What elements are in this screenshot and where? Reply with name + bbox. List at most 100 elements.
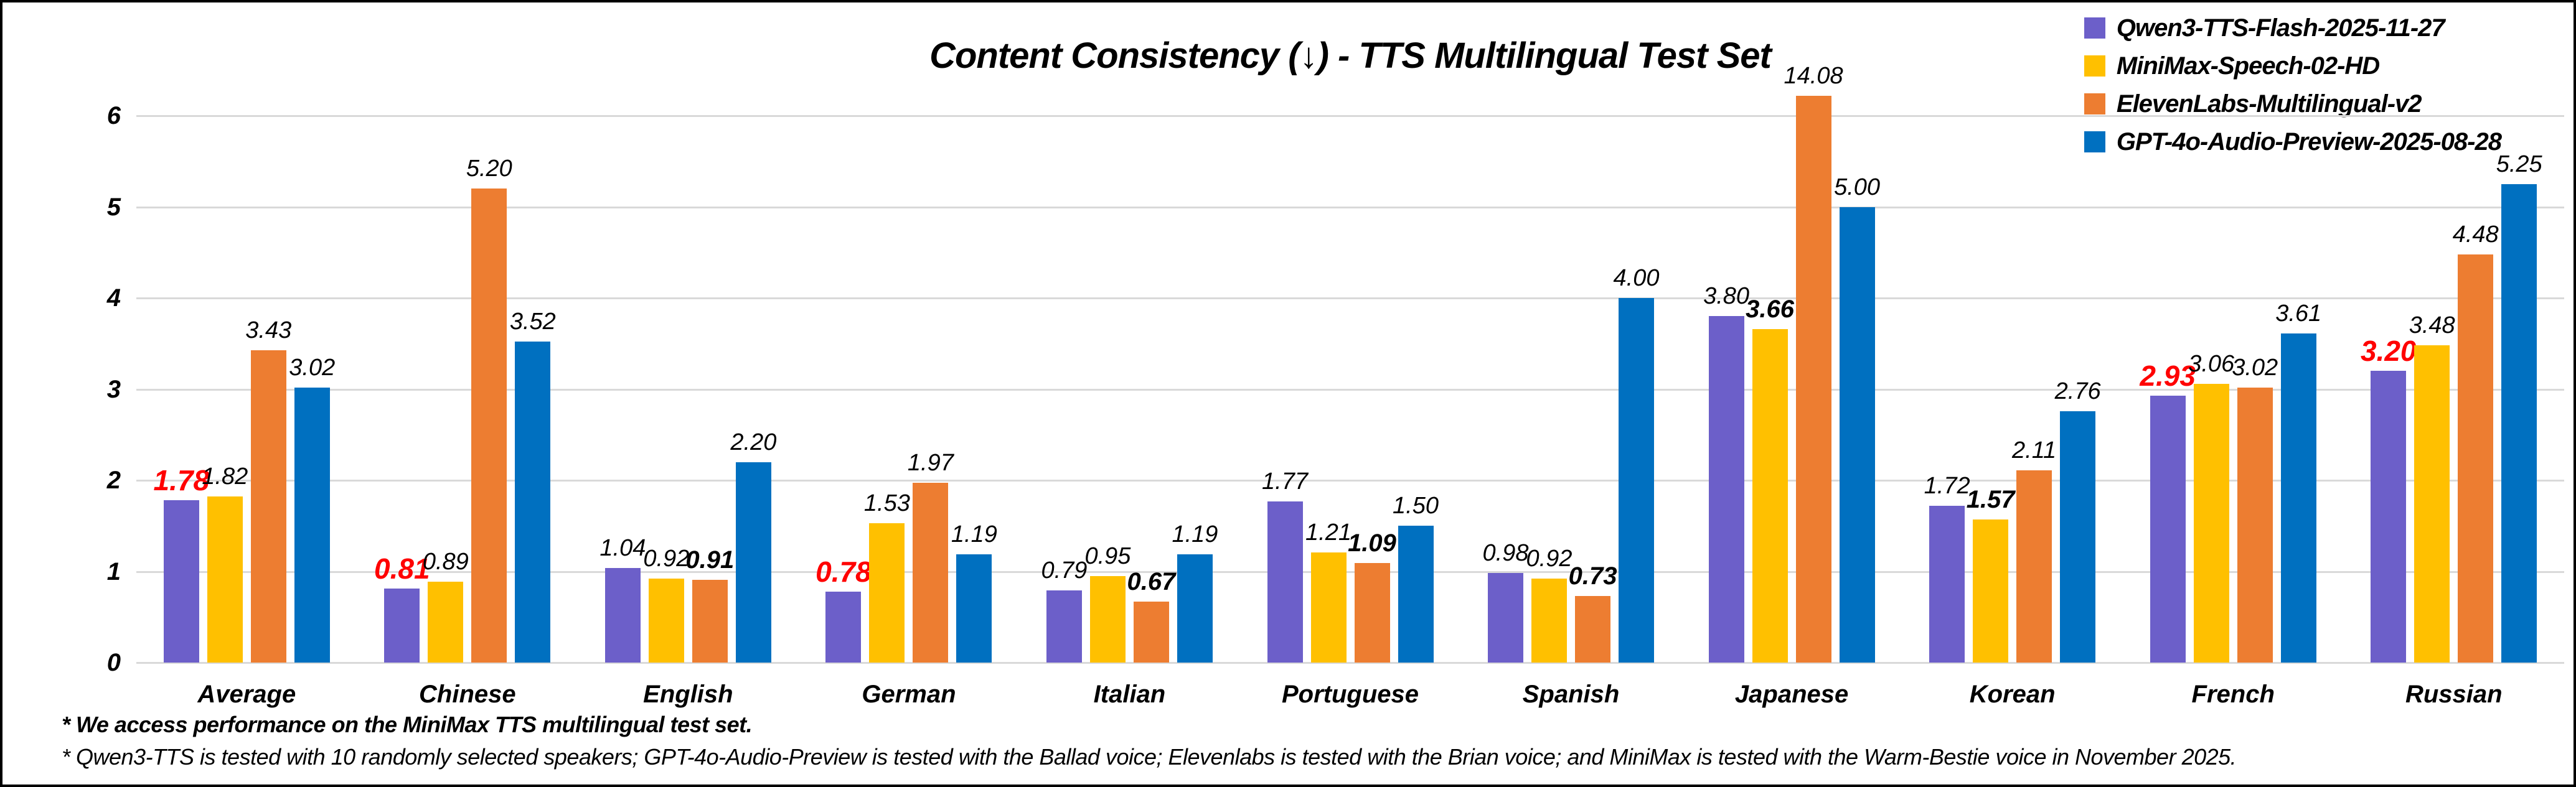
bar-ElevenLabs-Multilingual-v2-Chinese	[471, 189, 507, 663]
bar-value-label: 0.79	[1041, 557, 1088, 584]
bar-GPT-4o-Audio-Preview-2025-08-28-French	[2280, 333, 2316, 663]
bar-MiniMax-Speech-02-HD-Spanish	[1531, 579, 1568, 663]
bar-value-label: 3.48	[2409, 312, 2455, 339]
bar-ElevenLabs-Multilingual-v2-Russian	[2458, 254, 2494, 663]
legend-label: Qwen3-TTS-Flash-2025-11-27	[2116, 14, 2445, 42]
plot-area: 1.78 1.82 3.43 3.02 0.81 0.89 5.20 3.52 1.04 0.92…	[136, 63, 2564, 664]
bar-value-label: 5.00	[1834, 174, 1881, 200]
category-label-Portuguese: Portuguese	[1281, 681, 1419, 708]
bar-ElevenLabs-Multilingual-v2-Spanish	[1575, 596, 1611, 663]
bar-Qwen3-TTS-Flash-2025-11-27-Russian	[2371, 371, 2407, 663]
y-axis-tick-label: 3	[106, 375, 121, 403]
bar-GPT-4o-Audio-Preview-2025-08-28-English	[735, 462, 771, 663]
bar-value-label: 1.19	[1172, 521, 1218, 547]
bar-value-label: 0.91	[685, 546, 735, 574]
legend-label: ElevenLabs-Multilingual-v2	[2116, 90, 2422, 118]
bar-value-label: 2.93	[2140, 359, 2196, 392]
bar-value-label: 0.95	[1084, 543, 1131, 569]
bar-ElevenLabs-Multilingual-v2-German	[913, 483, 949, 663]
bar-Qwen3-TTS-Flash-2025-11-27-English	[604, 567, 641, 663]
bar-value-label: 4.48	[2452, 221, 2499, 248]
bar-GPT-4o-Audio-Preview-2025-08-28-German	[956, 554, 992, 663]
bar-value-label: 3.43	[245, 317, 292, 343]
bar-value-label: 0.67	[1127, 567, 1176, 595]
bar-Qwen3-TTS-Flash-2025-11-27-German	[825, 591, 862, 663]
bar-Qwen3-TTS-Flash-2025-11-27-Spanish	[1488, 573, 1524, 663]
category-label-Japanese: Japanese	[1734, 681, 1849, 708]
bar-value-label: 0.73	[1568, 562, 1617, 590]
bar-value-label: 1.04	[599, 534, 646, 561]
bar-value-label: 0.81	[374, 552, 430, 585]
bar-value-label: 5.25	[2496, 151, 2542, 178]
bar-value-label: 0.78	[816, 555, 872, 588]
bar-GPT-4o-Audio-Preview-2025-08-28-Spanish	[1619, 298, 1655, 663]
bar-value-label: 3.66	[1746, 295, 1794, 323]
bar-GPT-4o-Audio-Preview-2025-08-28-Italian	[1177, 554, 1213, 663]
bar-value-label: 1.50	[1393, 493, 1439, 519]
bar-value-label: 1.21	[1305, 519, 1351, 546]
bar-Qwen3-TTS-Flash-2025-11-27-Chinese	[384, 589, 420, 663]
bar-Qwen3-TTS-Flash-2025-11-27-Italian	[1046, 590, 1082, 663]
bar-MiniMax-Speech-02-HD-Italian	[1089, 575, 1126, 663]
gridline-y-0	[136, 662, 2564, 664]
bar-MiniMax-Speech-02-HD-German	[869, 523, 905, 663]
bar-value-label: 2.76	[2054, 378, 2101, 404]
bar-GPT-4o-Audio-Preview-2025-08-28-Korean	[2060, 411, 2096, 663]
bar-value-label: 3.52	[509, 309, 556, 335]
bar-ElevenLabs-Multilingual-v2-Korean	[2016, 470, 2052, 663]
bar-ElevenLabs-Multilingual-v2-French	[2237, 387, 2273, 663]
bar-ElevenLabs-Multilingual-v2-English	[692, 579, 728, 663]
bar-value-label: 1.53	[863, 490, 910, 516]
chart-title: Content Consistency (↓) - TTS Multilingu…	[929, 35, 1772, 76]
gridline-y-4	[136, 297, 2564, 300]
bar-MiniMax-Speech-02-HD-Japanese	[1752, 328, 1788, 663]
legend-swatch-icon	[2084, 17, 2105, 39]
y-axis-tick-label: 2	[106, 467, 121, 495]
bar-ElevenLabs-Multilingual-v2-Italian	[1133, 601, 1169, 663]
bar-MiniMax-Speech-02-HD-Korean	[1973, 519, 2009, 663]
bar-value-label: 0.92	[1526, 546, 1572, 572]
bar-value-label: 5.20	[466, 156, 512, 182]
bar-GPT-4o-Audio-Preview-2025-08-28-Russian	[2501, 184, 2537, 663]
y-axis-tick-label: 4	[106, 284, 121, 312]
y-axis-tick-label: 5	[106, 193, 121, 221]
legend-item: ElevenLabs-Multilingual-v2	[2084, 90, 2501, 118]
category-label-Russian: Russian	[2405, 681, 2503, 708]
bar-Qwen3-TTS-Flash-2025-11-27-Average	[163, 500, 199, 663]
bar-value-label: 1.19	[951, 521, 997, 547]
y-axis-tick-label: 6	[106, 102, 121, 130]
bar-MiniMax-Speech-02-HD-English	[648, 579, 684, 663]
bar-value-label: 1.77	[1262, 468, 1308, 495]
bar-ElevenLabs-Multilingual-v2-Portuguese	[1354, 563, 1390, 663]
bar-GPT-4o-Audio-Preview-2025-08-28-Average	[294, 387, 330, 663]
bar-value-label: 1.72	[1924, 473, 1970, 500]
bar-value-label: 3.61	[2275, 300, 2322, 327]
bar-value-label: 3.02	[289, 354, 336, 381]
bar-GPT-4o-Audio-Preview-2025-08-28-Portuguese	[1398, 526, 1434, 663]
category-label-Italian: Italian	[1093, 681, 1166, 708]
bar-Qwen3-TTS-Flash-2025-11-27-Portuguese	[1267, 501, 1303, 663]
bar-value-label: 0.98	[1482, 540, 1529, 567]
category-label-Chinese: Chinese	[419, 681, 516, 708]
gridline-y-5	[136, 206, 2564, 208]
bar-MiniMax-Speech-02-HD-Average	[207, 496, 243, 663]
legend-swatch-icon	[2084, 93, 2105, 114]
bar-MiniMax-Speech-02-HD-Chinese	[428, 581, 464, 663]
legend-item: Qwen3-TTS-Flash-2025-11-27	[2084, 14, 2501, 42]
legend-label: GPT-4o-Audio-Preview-2025-08-28	[2116, 128, 2502, 156]
y-axis-tick-label: 1	[106, 557, 121, 585]
bar-ElevenLabs-Multilingual-v2-Japanese	[1795, 96, 1831, 663]
category-label-German: German	[862, 681, 956, 708]
bar-GPT-4o-Audio-Preview-2025-08-28-Chinese	[515, 342, 551, 663]
bar-GPT-4o-Audio-Preview-2025-08-28-Japanese	[1839, 207, 1875, 663]
bar-value-label: 2.11	[2012, 437, 2057, 463]
y-axis-tick-label: 0	[106, 649, 121, 676]
footnote-1: * We access performance on the MiniMax T…	[62, 712, 753, 737]
bar-value-label: 1.97	[907, 450, 954, 477]
bar-Qwen3-TTS-Flash-2025-11-27-Korean	[1929, 506, 1965, 663]
legend-label: MiniMax-Speech-02-HD	[2116, 52, 2380, 80]
gridline-y-3	[136, 388, 2564, 391]
bar-value-label: 3.20	[2360, 335, 2417, 368]
bar-MiniMax-Speech-02-HD-Portuguese	[1310, 552, 1347, 663]
bar-value-label: 3.06	[2188, 350, 2235, 377]
